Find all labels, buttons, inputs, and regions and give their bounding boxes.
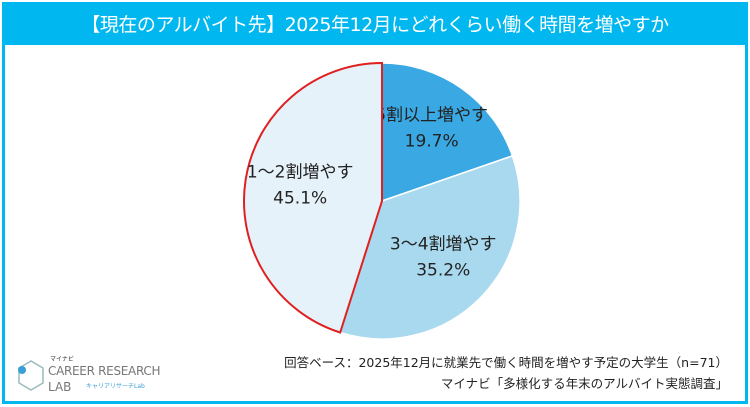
logo-line3: キャリアリサーチLab (86, 383, 145, 390)
slice-category-label: 1～2割増やす (247, 162, 354, 182)
slice-value-label: 45.1% (273, 188, 327, 208)
base-note: 回答ベース：2025年12月に就業先で働く時間を増やす予定の大学生（n=71） (284, 355, 728, 370)
logo-cube-icon (18, 360, 44, 391)
logo-line1: CAREER RESEARCH (48, 364, 161, 378)
logo-line2: LAB (48, 380, 72, 394)
pie-slice (339, 154, 521, 340)
slice-value-label: 19.7% (405, 131, 459, 151)
logo-brand: マイナビ (50, 356, 74, 363)
chart-title: 【現在のアルバイト先】2025年12月にどれくらい働く時間を増やすか (5, 5, 745, 45)
slice-category-label: 3～4割増やす (390, 235, 497, 255)
career-research-lab-logo: マイナビ CAREER RESEARCH LAB キャリアリサーチLab (16, 356, 166, 398)
pie-slice (243, 61, 383, 334)
source-note: マイナビ「多様化する年末のアルバイト実態調査」 (440, 376, 728, 391)
slice-value-label: 35.2% (416, 261, 470, 281)
slice-category-label: 5割以上増やす (375, 105, 488, 125)
